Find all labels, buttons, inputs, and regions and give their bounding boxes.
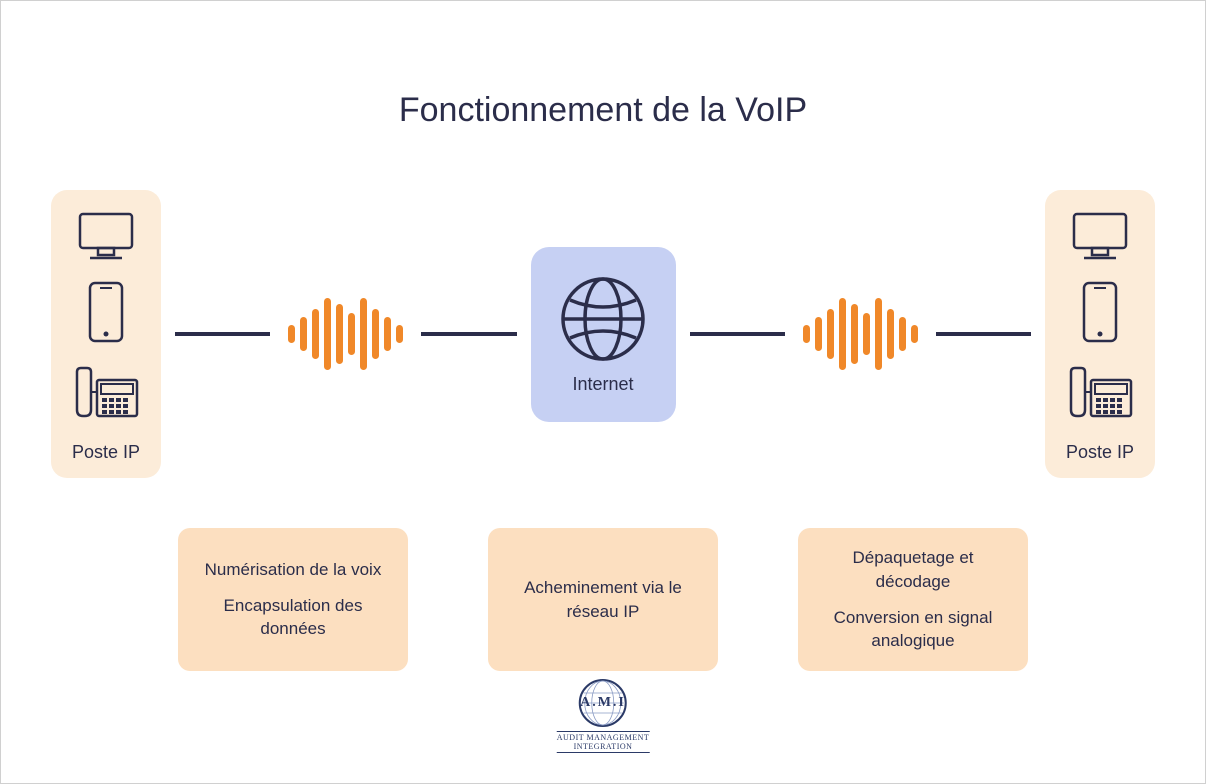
internet-label: Internet (572, 374, 633, 395)
step1-line1: Numérisation de la voix (198, 558, 388, 582)
poste-left-label: Poste IP (72, 442, 140, 463)
globe-icon (558, 274, 648, 364)
logo-sub-line1: AUDIT MANAGEMENT (557, 733, 650, 742)
diagram-title: Fonctionnement de la VoIP (1, 91, 1205, 130)
step3-line2: Conversion en signal analogique (818, 606, 1008, 654)
monitor-icon (1070, 210, 1130, 262)
logo-sub-line2: INTEGRATION (557, 742, 650, 751)
desk-phone-icon (1065, 362, 1135, 420)
internet-node: Internet (531, 247, 676, 422)
desk-phone-icon (71, 362, 141, 420)
poste-right-label: Poste IP (1066, 442, 1134, 463)
audio-waveform-icon (803, 298, 918, 370)
flow-line (421, 332, 516, 336)
step3-box: Dépaquetage et décodage Conversion en si… (798, 528, 1028, 671)
connector-left (161, 298, 531, 370)
poste-ip-left: Poste IP (51, 190, 161, 478)
company-logo: A.M.I AUDIT MANAGEMENT INTEGRATION (557, 679, 650, 753)
smartphone-icon (1080, 280, 1120, 344)
description-row: Numérisation de la voix Encapsulation de… (1, 528, 1205, 671)
step2-line1: Acheminement via le réseau IP (508, 576, 698, 624)
step3-line1: Dépaquetage et décodage (818, 546, 1008, 594)
audio-waveform-icon (288, 298, 403, 370)
step1-box: Numérisation de la voix Encapsulation de… (178, 528, 408, 671)
step1-line2: Encapsulation des données (198, 594, 388, 642)
logo-subtitle: AUDIT MANAGEMENT INTEGRATION (557, 731, 650, 753)
monitor-icon (76, 210, 136, 262)
connector-right (676, 298, 1046, 370)
smartphone-icon (86, 280, 126, 344)
flow-line (175, 332, 270, 336)
flow-line (690, 332, 785, 336)
step2-box: Acheminement via le réseau IP (488, 528, 718, 671)
diagram-flow-row: Poste IP Internet (1, 190, 1205, 478)
logo-globe-icon: A.M.I (579, 679, 627, 727)
poste-ip-right: Poste IP (1045, 190, 1155, 478)
logo-acronym: A.M.I (580, 695, 626, 711)
flow-line (936, 332, 1031, 336)
